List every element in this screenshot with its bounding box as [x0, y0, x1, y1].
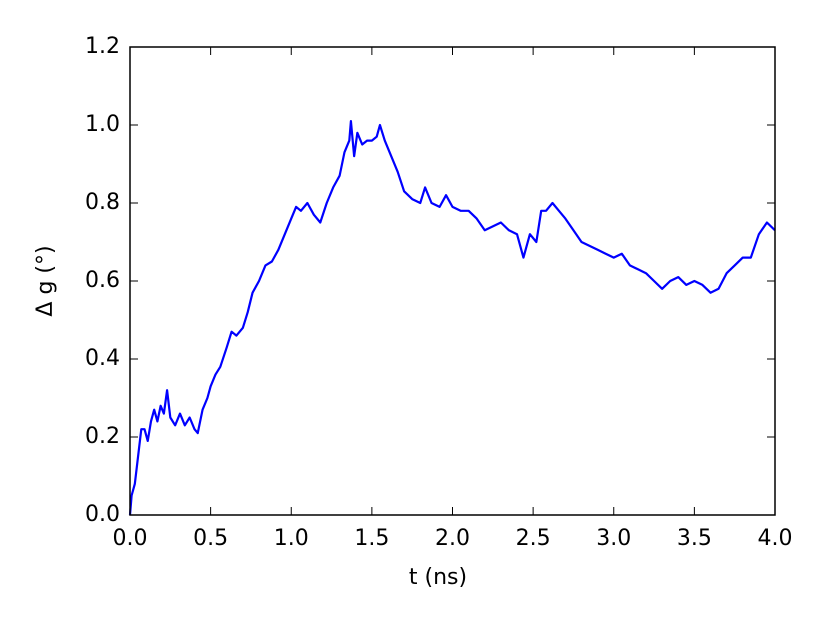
x-tick-label: 3.0 [596, 526, 631, 551]
x-tick-label: 1.0 [274, 526, 309, 551]
x-tick-label: 2.0 [435, 526, 470, 551]
x-tick-label: 0.5 [193, 526, 228, 551]
x-tick-label: 2.5 [516, 526, 551, 551]
data-line [128, 120, 776, 516]
x-axis-label: t (ns) [409, 565, 467, 590]
y-tick-label: 0.4 [85, 346, 120, 371]
y-tick-label: 1.2 [85, 34, 120, 59]
y-axis-label: Δ g (°) [33, 245, 58, 316]
y-tick-label: 0.6 [85, 268, 120, 293]
x-tick-label: 3.5 [677, 526, 712, 551]
y-tick-label: 0.2 [85, 424, 120, 449]
x-tick-label: 4.0 [758, 526, 793, 551]
y-tick-label: 0.8 [85, 190, 120, 215]
x-tick-label: 1.5 [354, 526, 389, 551]
y-tick-label: 1.0 [85, 112, 120, 137]
x-tick-label: 0.0 [113, 526, 148, 551]
plot-frame [129, 46, 776, 516]
y-tick-label: 0.0 [85, 502, 120, 527]
